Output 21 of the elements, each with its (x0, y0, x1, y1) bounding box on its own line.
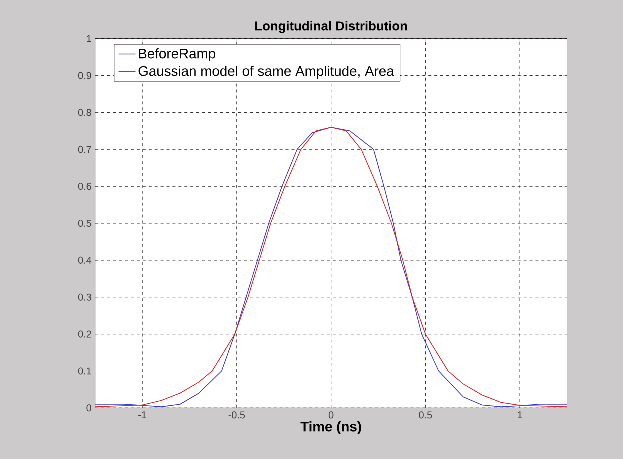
x-axis-title: Time (ns) (300, 422, 362, 434)
line-series (95, 127, 568, 408)
x-tick-label: -1 (138, 412, 146, 419)
chart-title: Longitudinal Distribution (256, 21, 408, 34)
x-tick-label: 0 (328, 412, 334, 419)
y-tick-label: 0.4 (78, 256, 92, 264)
y-tick-label: 1 (87, 35, 92, 42)
x-tick-label: 0.5 (419, 412, 432, 419)
y-tick-label: 0.2 (78, 330, 92, 338)
legend-label: Gaussian model of same Amplitude, Area (138, 66, 394, 79)
y-tick-label: 0.8 (78, 109, 92, 116)
x-tick-label: 1 (518, 412, 522, 419)
y-tick-label: 0.5 (78, 220, 92, 228)
legend-label: BeforeRamp (139, 48, 216, 62)
y-tick-label: 0.1 (78, 368, 92, 375)
y-tick-label: 0.9 (78, 72, 92, 80)
y-tick-label: 0.3 (78, 294, 92, 301)
y-tick-label: 0.6 (78, 183, 92, 190)
x-tick-label: -0.5 (228, 412, 246, 419)
y-tick-label: 0 (86, 404, 92, 412)
y-tick-label: 0.7 (78, 146, 92, 154)
